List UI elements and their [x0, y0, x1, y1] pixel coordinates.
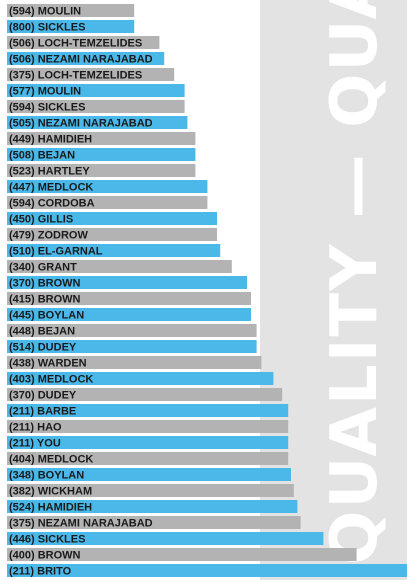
bar [7, 388, 283, 401]
bar [7, 68, 175, 81]
bar-label: (445) BOYLAN [9, 310, 84, 322]
bar [7, 164, 196, 177]
bar [7, 52, 165, 65]
bar-label: (375) LOCH-TEMZELIDES [9, 70, 142, 82]
bar [7, 468, 291, 481]
bar-label: (523) HARTLEY [9, 166, 90, 178]
bar-label: (524) HAMIDIEH [9, 502, 92, 514]
bar [7, 548, 357, 561]
bar-label: (375) NEZAMI NARAJABAD [9, 518, 153, 530]
bar [7, 292, 251, 305]
bar [7, 148, 196, 161]
bar [7, 484, 294, 497]
watermark-text: QUALITY — QUALITY [318, 0, 392, 565]
bar-label: (340) GRANT [9, 262, 77, 274]
bar [7, 564, 407, 577]
bar [7, 132, 196, 145]
bar-label: (404) MEDLOCK [9, 454, 93, 466]
bar [7, 116, 188, 129]
bar-label: (505) NEZAMI NARAJABAD [9, 118, 153, 130]
bar [7, 516, 301, 529]
bar-label: (506) LOCH-TEMZELIDES [9, 38, 142, 50]
bar-label: (211) BARBE [9, 406, 76, 418]
bar-label: (415) BROWN [9, 294, 81, 306]
bar-label: (211) HAO [9, 422, 62, 434]
bar-label: (400) BROWN [9, 550, 81, 562]
bar [7, 276, 247, 289]
bar [7, 420, 289, 433]
bar-label: (370) BROWN [9, 278, 81, 290]
bar [7, 212, 217, 225]
bar [7, 20, 135, 33]
bar-label: (211) YOU [9, 438, 61, 450]
bar-label: (506) NEZAMI NARAJABAD [9, 54, 153, 66]
bar [7, 36, 160, 49]
bar-label: (577) MOULIN [9, 86, 81, 98]
bar [7, 4, 135, 17]
bar-label: (479) ZODROW [9, 230, 88, 242]
bar-label: (370) DUDEY [9, 390, 77, 402]
bar [7, 324, 257, 337]
bar [7, 452, 289, 465]
bar-label: (594) SICKLES [9, 102, 85, 114]
bar-label: (446) SICKLES [9, 534, 85, 546]
background-panel [260, 0, 407, 580]
bar-label: (594) CORDOBA [9, 198, 95, 210]
bar [7, 84, 185, 97]
bar [7, 100, 185, 113]
bar [7, 436, 289, 449]
bar [7, 404, 289, 417]
bar [7, 228, 217, 241]
bar [7, 244, 221, 257]
bar [7, 196, 208, 209]
bar [7, 340, 257, 353]
bar-label: (514) DUDEY [9, 342, 77, 354]
bar [7, 356, 262, 369]
bar-label: (508) BEJAN [9, 150, 75, 162]
bar [7, 308, 251, 321]
bar-label: (382) WICKHAM [9, 486, 92, 498]
bar-label: (510) EL-GARNAL [9, 246, 103, 258]
bar-label: (438) WARDEN [9, 358, 87, 370]
bar-label: (403) MEDLOCK [9, 374, 93, 386]
bar-label: (800) SICKLES [9, 22, 85, 34]
bar-label: (447) MEDLOCK [9, 182, 93, 194]
bar [7, 260, 232, 273]
bar-label: (448) BEJAN [9, 326, 75, 338]
bar [7, 532, 324, 545]
bars-group: (594) MOULIN (800) SICKLES (506) LOCH-TEMZ… [7, 4, 407, 578]
bar [7, 180, 208, 193]
bar-label: (594) MOULIN [9, 6, 81, 18]
bar-label: (211) BRITO [9, 566, 72, 578]
bar [7, 500, 298, 513]
bar-label: (449) HAMIDIEH [9, 134, 92, 146]
bar-label: (348) BOYLAN [9, 470, 84, 482]
bar-label: (450) GILLIS [9, 214, 73, 226]
bar [7, 372, 274, 385]
